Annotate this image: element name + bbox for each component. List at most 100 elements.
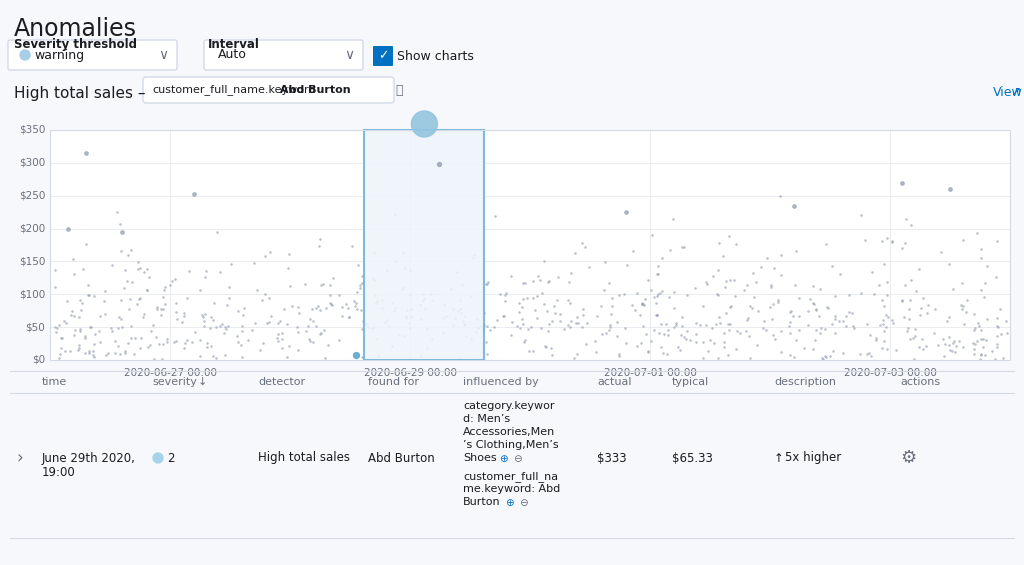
Point — [164, 277, 180, 286]
Point — [401, 323, 418, 332]
Point — [370, 334, 386, 344]
Point — [755, 323, 771, 332]
Point — [459, 331, 475, 340]
Point — [310, 242, 327, 251]
Point — [68, 325, 84, 334]
Text: ✓: ✓ — [378, 50, 388, 63]
Point — [323, 298, 339, 307]
Point — [120, 250, 136, 259]
Point — [388, 257, 404, 266]
Point — [951, 336, 968, 345]
Point — [817, 353, 834, 362]
Point — [233, 321, 250, 330]
Text: d: Men’s: d: Men’s — [463, 414, 510, 424]
Point — [208, 354, 224, 363]
Point — [726, 292, 742, 301]
Point — [97, 351, 114, 360]
Text: customer_full_name.keyword: customer_full_name.keyword — [152, 85, 315, 95]
Point — [176, 308, 193, 317]
Point — [938, 317, 954, 326]
Point — [77, 333, 93, 342]
Point — [398, 312, 415, 321]
Point — [296, 279, 312, 288]
Point — [397, 313, 414, 322]
Point — [316, 354, 333, 363]
Point — [934, 334, 950, 344]
Point — [954, 235, 971, 244]
Point — [212, 321, 228, 331]
Point — [401, 290, 418, 299]
Point — [751, 306, 767, 315]
Point — [399, 306, 416, 315]
Point — [110, 341, 126, 350]
Point — [666, 323, 682, 332]
Point — [312, 328, 329, 337]
Point — [944, 346, 961, 355]
Point — [827, 311, 844, 320]
Point — [874, 344, 891, 353]
Point — [476, 308, 493, 317]
Point — [609, 318, 626, 327]
Point — [629, 289, 645, 298]
Point — [941, 259, 957, 268]
Point — [148, 305, 165, 314]
Point — [876, 337, 892, 346]
Point — [379, 315, 395, 324]
Point — [659, 330, 676, 339]
Point — [442, 285, 459, 294]
Point — [381, 322, 397, 331]
Point — [113, 247, 129, 256]
Point — [911, 265, 928, 274]
Point — [863, 351, 880, 360]
Point — [352, 283, 369, 292]
Point — [85, 350, 101, 359]
Point — [967, 324, 983, 333]
Point — [254, 295, 270, 304]
Point — [284, 301, 300, 310]
Point — [674, 313, 690, 322]
Point — [338, 299, 354, 308]
Point — [324, 301, 340, 310]
Point — [940, 312, 956, 321]
Text: $250: $250 — [18, 191, 45, 201]
Point — [85, 353, 101, 362]
Point — [304, 337, 321, 346]
Point — [668, 319, 684, 328]
Point — [766, 264, 782, 273]
Point — [967, 340, 983, 349]
Point — [289, 322, 305, 331]
Point — [128, 300, 144, 309]
Point — [913, 303, 930, 312]
Point — [503, 330, 519, 339]
Point — [989, 322, 1006, 331]
Point — [354, 325, 371, 334]
Point — [53, 333, 70, 342]
Point — [824, 320, 841, 329]
Point — [712, 319, 728, 328]
Text: Auto: Auto — [218, 49, 247, 62]
Point — [592, 302, 608, 311]
Point — [976, 293, 992, 302]
Point — [83, 323, 99, 332]
Point — [823, 262, 840, 271]
Point — [176, 311, 193, 320]
Point — [521, 347, 538, 356]
Point — [454, 281, 470, 290]
Point — [852, 350, 868, 359]
Text: actual: actual — [597, 377, 632, 387]
Point — [947, 347, 964, 357]
Point — [179, 293, 196, 302]
Point — [722, 320, 738, 329]
Point — [538, 342, 554, 351]
Point — [594, 329, 610, 338]
Point — [966, 325, 982, 334]
Point — [744, 304, 761, 313]
Point — [759, 254, 775, 263]
Point — [274, 334, 291, 343]
Point — [901, 315, 918, 324]
Point — [144, 320, 161, 329]
Point — [514, 315, 530, 324]
Point — [648, 269, 665, 278]
Point — [824, 346, 841, 355]
Point — [524, 277, 541, 286]
